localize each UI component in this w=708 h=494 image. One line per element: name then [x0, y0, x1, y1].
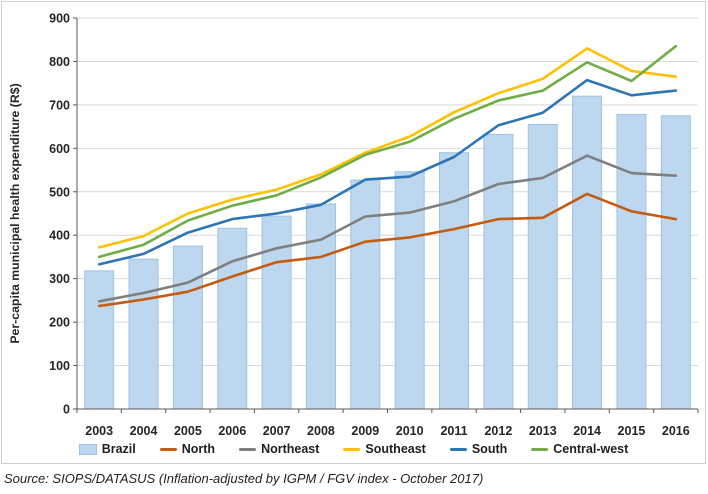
legend-item-southeast: Southeast [343, 442, 426, 456]
x-label-2014: 2014 [573, 424, 601, 438]
y-label-800: 800 [49, 55, 70, 69]
y-axis-title: Per-capita municipal health expenditure … [8, 83, 22, 343]
legend-item-north: North [159, 442, 216, 456]
legend-swatch-bar [78, 443, 97, 455]
bar-2011 [439, 152, 470, 410]
x-label-2010: 2010 [396, 424, 424, 438]
legend-item-south: South [449, 442, 508, 456]
x-label-2015: 2015 [618, 424, 646, 438]
x-label-2003: 2003 [85, 424, 113, 438]
bar-2010 [394, 171, 425, 410]
y-label-200: 200 [49, 316, 70, 330]
x-label-2009: 2009 [351, 424, 379, 438]
bar-2014 [572, 95, 603, 410]
bar-2003 [84, 270, 115, 410]
chart-frame: 0 100 200 300 400 500 600 700 800 900 2003 2004 2005… [1, 1, 706, 464]
bar-2005 [172, 245, 203, 410]
y-label-100: 100 [49, 359, 70, 373]
bar-2016 [660, 115, 691, 410]
y-label-400: 400 [49, 229, 70, 243]
line-south [97, 78, 678, 266]
legend-item-central-west: Central-west [531, 442, 628, 456]
line-north [97, 192, 678, 308]
bar-2013 [527, 123, 558, 410]
bar-2004 [128, 258, 159, 410]
y-label-900: 900 [49, 12, 70, 26]
legend-label: Central-west [553, 442, 629, 456]
line-central-west [97, 44, 678, 259]
x-label-2012: 2012 [484, 424, 512, 438]
legend-swatch-line [343, 447, 361, 451]
x-label-2005: 2005 [174, 424, 202, 438]
legend-label: Northeast [261, 442, 320, 456]
legend-item-brazil: Brazil [78, 442, 136, 456]
x-label-2016: 2016 [662, 424, 690, 438]
legend-label: Southeast [365, 442, 426, 456]
line-northeast [97, 154, 678, 303]
legend-swatch-line [449, 447, 467, 451]
y-label-0: 0 [63, 403, 70, 417]
y-label-300: 300 [49, 272, 70, 286]
legend: Brazil North Northeast Southeast South Centra… [2, 440, 705, 458]
legend-swatch-line [239, 447, 257, 451]
x-label-2007: 2007 [263, 424, 291, 438]
legend-label: Brazil [101, 442, 136, 456]
x-label-2011: 2011 [440, 424, 467, 438]
legend-item-northeast: Northeast [239, 442, 319, 456]
combo-chart-svg: 0 100 200 300 400 500 600 700 800 900 2003 2004 2005… [8, 12, 699, 438]
legend-label: North [181, 442, 216, 456]
bar-2006 [217, 227, 248, 410]
legend-swatch-line [159, 447, 177, 451]
legend-label: South [471, 442, 508, 456]
x-label-2006: 2006 [218, 424, 246, 438]
x-label-2004: 2004 [130, 424, 158, 438]
bar-2012 [483, 133, 514, 410]
bar-2015 [616, 113, 647, 410]
source-note: Source: SIOPS/DATASUS (Inflation-adjuste… [4, 471, 484, 486]
y-label-600: 600 [49, 142, 70, 156]
y-label-500: 500 [49, 185, 70, 199]
y-label-700: 700 [49, 98, 70, 112]
line-southeast [97, 47, 678, 249]
x-label-2013: 2013 [529, 424, 557, 438]
legend-swatch-line [531, 447, 549, 451]
x-label-2008: 2008 [307, 424, 335, 438]
